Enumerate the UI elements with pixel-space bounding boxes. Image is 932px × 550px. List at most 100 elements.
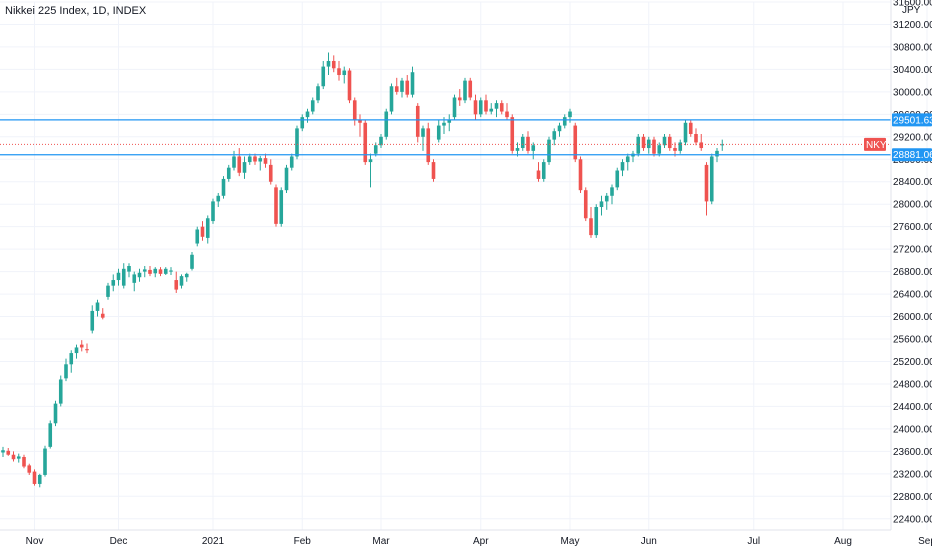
candle-body [531,145,536,151]
candle-body [37,474,42,484]
y-tick-label: 25600.00 [893,335,932,346]
y-tick-label: 26000.00 [893,312,932,323]
candle-body [709,156,714,202]
candle-body [379,136,383,146]
candle-body [620,162,625,171]
candle-body [478,100,483,115]
candle [473,94,478,120]
candle [169,267,173,275]
candle-body [316,86,320,101]
candle-body [410,72,415,95]
candle-body [100,313,105,318]
candle-body [604,195,609,202]
y-tick-label: 29200.00 [893,132,932,143]
candle-body [1,450,5,453]
candle-body [594,207,599,236]
candle-body [32,471,37,484]
candle-body [536,170,541,179]
candle [289,153,294,171]
candle [221,176,226,199]
candle-body [148,269,152,274]
candle-body [90,310,95,331]
candle [436,119,441,143]
candle-body [562,117,567,126]
candle-body [153,268,158,274]
candle [379,134,383,149]
candle-body [405,80,410,95]
y-tick-label: 30000.00 [893,87,932,98]
candle [337,60,341,81]
candle-body [442,122,446,126]
candle-body [431,162,436,179]
candle [457,89,462,106]
candle [342,66,347,84]
candle [615,167,620,191]
time-axis[interactable]: Nov Dec 2021 Feb Mar Apr May Jun Jul Aug Sep [26,536,932,547]
candle [688,119,693,137]
candle [363,119,368,165]
candle-body [452,97,457,118]
candle [620,159,625,177]
candle [384,108,389,140]
candle [352,97,357,126]
candle [48,420,53,449]
candle-body [95,302,100,311]
candle [247,153,252,165]
candle-body [258,158,263,162]
candle-body [557,125,562,132]
candle-body [573,125,578,160]
candle-body [106,285,110,297]
candle [16,453,21,463]
candle-body [232,156,236,168]
candle-body [142,269,147,272]
candle [426,122,431,165]
candle [610,184,614,205]
candle [720,139,725,151]
candle [148,266,152,277]
candle [95,299,100,317]
candle [137,268,142,282]
candle-body [652,139,656,154]
candle [499,100,504,115]
candle [583,187,588,222]
candle-body [625,156,630,163]
candle [562,114,567,129]
candle [216,192,221,208]
level-price-tag: 28881.06 [892,148,932,162]
candle-body [720,144,725,146]
candle-body [11,454,16,460]
candle-body [69,353,74,365]
candle [11,451,16,462]
candle-body [447,119,452,123]
candle-body [263,158,268,164]
candle [421,125,425,151]
candle-layer [1,52,725,488]
symbol-tag-label: NKY [866,140,887,151]
candle [641,134,646,151]
candle-body [426,128,431,163]
y-tick-label: 23600.00 [893,447,932,458]
candle [184,272,189,282]
candle [510,114,515,154]
y-tick-label: 22400.00 [893,514,932,525]
candle [106,282,110,300]
y-tick-label: 24800.00 [893,379,932,390]
candle [200,221,205,241]
candle [74,344,79,359]
candle [121,263,126,289]
candle [32,469,37,486]
currency-label: JPY [902,5,921,16]
candle-body [27,465,32,473]
y-tick-label: 30800.00 [893,42,932,53]
candle [284,164,289,193]
candle-body [184,273,189,278]
x-tick-label: Mar [372,536,390,547]
candle-body [484,100,488,112]
candle [79,340,84,352]
candle [127,263,131,278]
candle-body [85,349,89,351]
candle-body [636,136,641,154]
candle [541,159,546,182]
candle-body [468,80,473,98]
